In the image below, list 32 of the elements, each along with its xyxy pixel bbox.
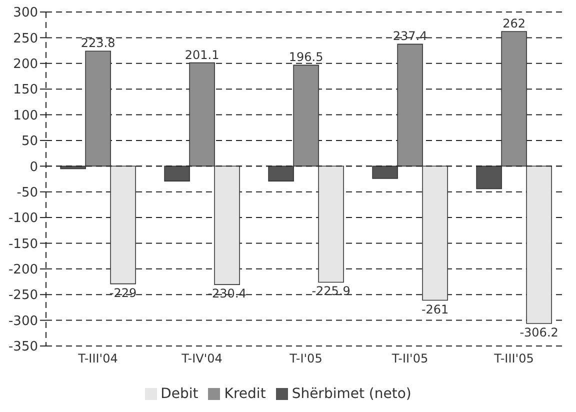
data-label: 237.4 <box>392 29 428 44</box>
y-tick-label: 200 <box>13 57 38 72</box>
x-tick-label: T-II'05 <box>390 352 428 366</box>
y-tick-label: 50 <box>21 134 38 150</box>
data-label: -261 <box>421 302 449 316</box>
data-label: 223.8 <box>80 36 116 50</box>
y-tick-label: -350 <box>8 340 38 355</box>
data-label: -225.9 <box>312 284 350 298</box>
legend-label: Debit <box>160 386 198 402</box>
y-tick-label: -250 <box>8 288 38 304</box>
y-tick-label: 150 <box>13 82 38 98</box>
data-label: 262 <box>502 16 526 31</box>
y-tick-label: -50 <box>16 185 38 200</box>
data-label: -230.4 <box>208 286 246 301</box>
y-tick-label: 300 <box>13 6 38 21</box>
legend-label: Kredit <box>224 386 266 402</box>
x-tick-label: T-III'05 <box>493 352 534 366</box>
x-tick-label: T-I'05 <box>288 352 322 366</box>
y-tick-label: 100 <box>13 108 38 124</box>
data-label: 201.1 <box>184 48 220 62</box>
y-tick-label: -150 <box>8 236 38 252</box>
x-tick-label: T-IV'04 <box>180 352 222 366</box>
y-tick-label: -200 <box>8 262 38 278</box>
y-tick-label: -100 <box>8 211 38 226</box>
y-tick-label: 0 <box>30 160 38 175</box>
x-tick-label: T-III'04 <box>77 352 118 366</box>
y-tick-label: 250 <box>13 31 38 46</box>
data-label: -229 <box>109 286 137 300</box>
y-tick-label: -300 <box>8 314 38 329</box>
data-label: -306.2 <box>520 325 558 340</box>
legend-label: Shërbimet (neto) <box>292 386 412 402</box>
data-label: 196.5 <box>288 50 324 64</box>
